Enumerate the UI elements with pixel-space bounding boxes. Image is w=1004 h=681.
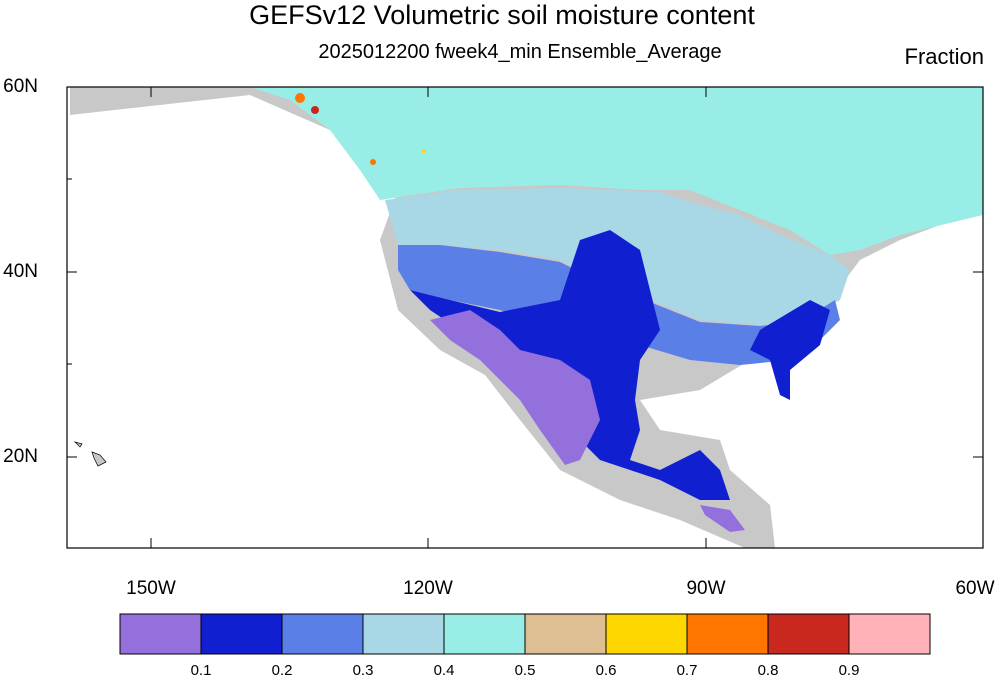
colorbar-label: 0.6 — [595, 662, 617, 679]
southeast-dry-region — [750, 300, 830, 400]
units-label: Fraction — [904, 44, 984, 69]
colorbar-swatch — [524, 613, 607, 655]
colorbar — [119, 613, 931, 655]
lon-tick-label: 150W — [126, 578, 176, 599]
colorbar-label: 0.3 — [352, 662, 374, 679]
colorbar-swatch — [848, 613, 931, 655]
colorbar-label: 0.7 — [676, 662, 698, 679]
colorbar-label: 0.1 — [190, 662, 212, 679]
lat-tick-label: 20N — [3, 446, 38, 467]
colorbar-swatch — [443, 613, 526, 655]
colorbar-swatch — [767, 613, 850, 655]
alaska-hotspot — [422, 149, 426, 153]
map-frame — [66, 86, 984, 549]
colorbar-swatch — [200, 613, 283, 655]
colorbar-swatch — [119, 613, 202, 655]
colorbar-swatch — [281, 613, 364, 655]
southwest-driest-region — [430, 310, 600, 465]
map-subtitle: 2025012200 fweek4_min Ensemble_Average — [318, 41, 722, 63]
colorbar-label: 0.4 — [433, 662, 455, 679]
hawaii-islands — [73, 441, 107, 467]
colorbar-swatch — [362, 613, 445, 655]
lon-tick-label: 90W — [686, 578, 726, 599]
dry-band-region — [410, 230, 730, 500]
lat-tick-label: 40N — [3, 261, 38, 282]
colorbar-swatch — [605, 613, 688, 655]
colorbar-label: 0.5 — [514, 662, 536, 679]
lat-tick-label: 60N — [3, 76, 38, 97]
alaska-hotspot — [295, 93, 305, 103]
colorbar-swatch — [686, 613, 769, 655]
colorbar-label: 0.8 — [757, 662, 779, 679]
central-america-driest — [700, 505, 745, 532]
map-field — [70, 87, 983, 548]
lon-tick-label: 60W — [955, 578, 995, 599]
colorbar-label: 0.9 — [838, 662, 860, 679]
colorbar-label: 0.2 — [271, 662, 293, 679]
alaska-hotspot — [311, 106, 319, 114]
lon-tick-label: 120W — [403, 578, 453, 599]
map-title: GEFSv12 Volumetric soil moisture content — [249, 0, 755, 30]
lon-tick-marks — [150, 87, 707, 548]
canada-moist-region — [250, 87, 983, 255]
alaska-hotspot — [370, 159, 376, 165]
lat-tick-marks — [67, 86, 983, 549]
